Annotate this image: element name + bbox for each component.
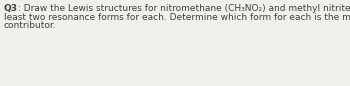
Text: : Draw the Lewis structures for nitromethane (CH₃NO₂) and methyl nitrite (CH₃ONO: : Draw the Lewis structures for nitromet… (18, 4, 350, 13)
Text: Q3: Q3 (4, 4, 18, 13)
Text: contributor.: contributor. (4, 21, 57, 30)
Text: least two resonance forms for each. Determine which form for each is the major r: least two resonance forms for each. Dete… (4, 12, 350, 22)
